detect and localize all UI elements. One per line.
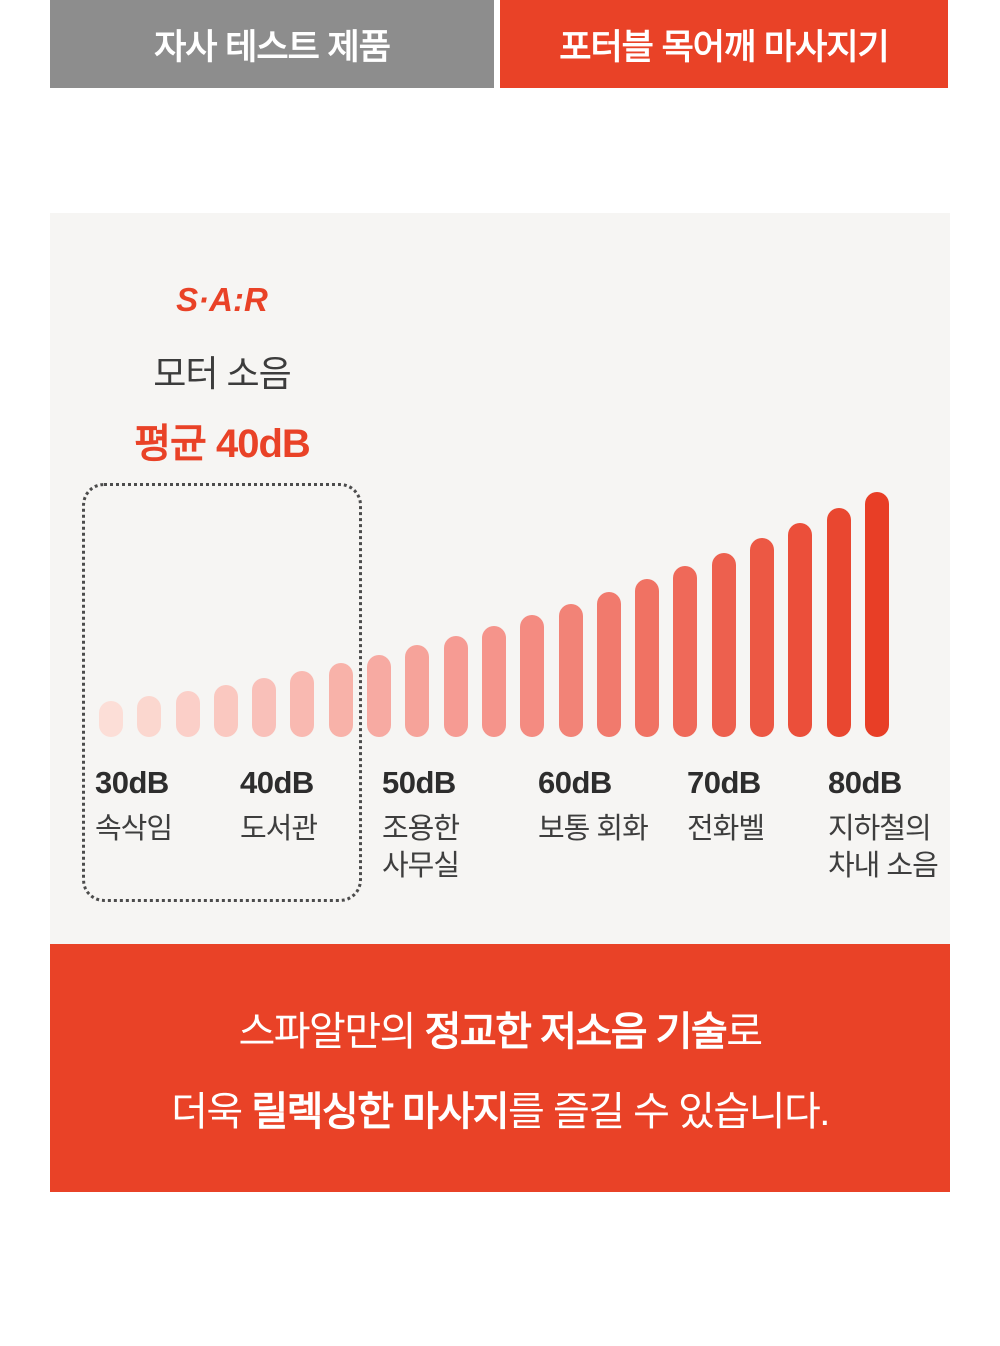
- decibel-example-label: 조용한 사무실: [382, 813, 460, 883]
- noise-bar: [405, 645, 430, 737]
- decibel-example-label: 속삭임: [95, 813, 173, 845]
- decibel-value-label: 50dB: [382, 765, 456, 800]
- decibel-bar-chart: [99, 492, 889, 737]
- banner-emphasis-text: 릴렉싱한 마사지: [251, 1090, 509, 1134]
- decibel-example-label: 도서관: [240, 813, 318, 845]
- tab-product-name: 포터블 목어깨 마사지기: [500, 0, 948, 88]
- decibel-category: 30dB 속삭임: [95, 765, 173, 848]
- noise-bar: [252, 678, 277, 737]
- noise-bar: [788, 523, 813, 737]
- brand-logo: S·A:R: [176, 281, 268, 318]
- noise-bar: [520, 615, 545, 737]
- noise-bar: [673, 566, 698, 737]
- noise-bar: [367, 655, 392, 737]
- decibel-category: 50dB 조용한 사무실: [382, 765, 460, 885]
- decibel-category: 60dB 보통 회화: [538, 765, 649, 848]
- chart-title: 평균 40dB: [134, 422, 311, 466]
- noise-bar: [864, 492, 889, 737]
- noise-bar: [826, 508, 851, 737]
- noise-bar: [290, 671, 315, 737]
- decibel-example-label: 전화벨: [687, 813, 765, 845]
- banner-text: 로: [726, 1010, 763, 1054]
- decibel-value-label: 30dB: [95, 765, 169, 800]
- decibel-value-label: 70dB: [687, 765, 761, 800]
- chart-title-block: S·A:R 모터 소음 평균 40dB: [82, 281, 362, 469]
- decibel-category: 80dB 지하철의 차내 소음: [828, 765, 939, 885]
- decibel-category: 40dB 도서관: [240, 765, 318, 848]
- decibel-example-label: 지하철의 차내 소음: [828, 813, 939, 883]
- banner-text: 더욱: [171, 1090, 252, 1134]
- noise-bar: [596, 592, 621, 737]
- decibel-category: 70dB 전화벨: [687, 765, 765, 848]
- highlight-range-outline: [82, 483, 362, 902]
- decibel-value-label: 40dB: [240, 765, 314, 800]
- tab-test-product: 자사 테스트 제품: [50, 0, 494, 88]
- noise-chart-card: S·A:R 모터 소음 평균 40dB 30dB 속삭임 40dB 도서관 50dB 조용…: [50, 213, 950, 944]
- tab-test-product-label: 자사 테스트 제품: [154, 27, 391, 67]
- noise-bar: [137, 696, 162, 737]
- banner-text-line: 스파알만의 정교한 저소음 기술로: [238, 999, 763, 1057]
- noise-bar: [481, 626, 506, 737]
- noise-bar: [213, 685, 238, 737]
- banner-text-line: 더욱 릴렉싱한 마사지를 즐길 수 있습니다.: [171, 1079, 830, 1137]
- banner-text: 스파알만의: [238, 1010, 425, 1054]
- noise-bar: [750, 538, 775, 737]
- noise-bar: [328, 663, 353, 737]
- decibel-example-label: 보통 회화: [538, 813, 649, 845]
- noise-bar: [443, 636, 468, 737]
- noise-bar: [175, 691, 200, 737]
- banner-text: 를 즐길 수 있습니다.: [508, 1090, 830, 1134]
- tab-product-name-label: 포터블 목어깨 마사지기: [559, 27, 889, 67]
- decibel-value-label: 60dB: [538, 765, 612, 800]
- noise-bar: [635, 579, 660, 737]
- noise-bar: [711, 553, 736, 737]
- banner-emphasis-text: 정교한 저소음 기술: [424, 1010, 728, 1054]
- noise-bar: [99, 701, 123, 737]
- chart-subtitle: 모터 소음: [153, 353, 291, 394]
- noise-bar: [558, 604, 583, 737]
- decibel-value-label: 80dB: [828, 765, 902, 800]
